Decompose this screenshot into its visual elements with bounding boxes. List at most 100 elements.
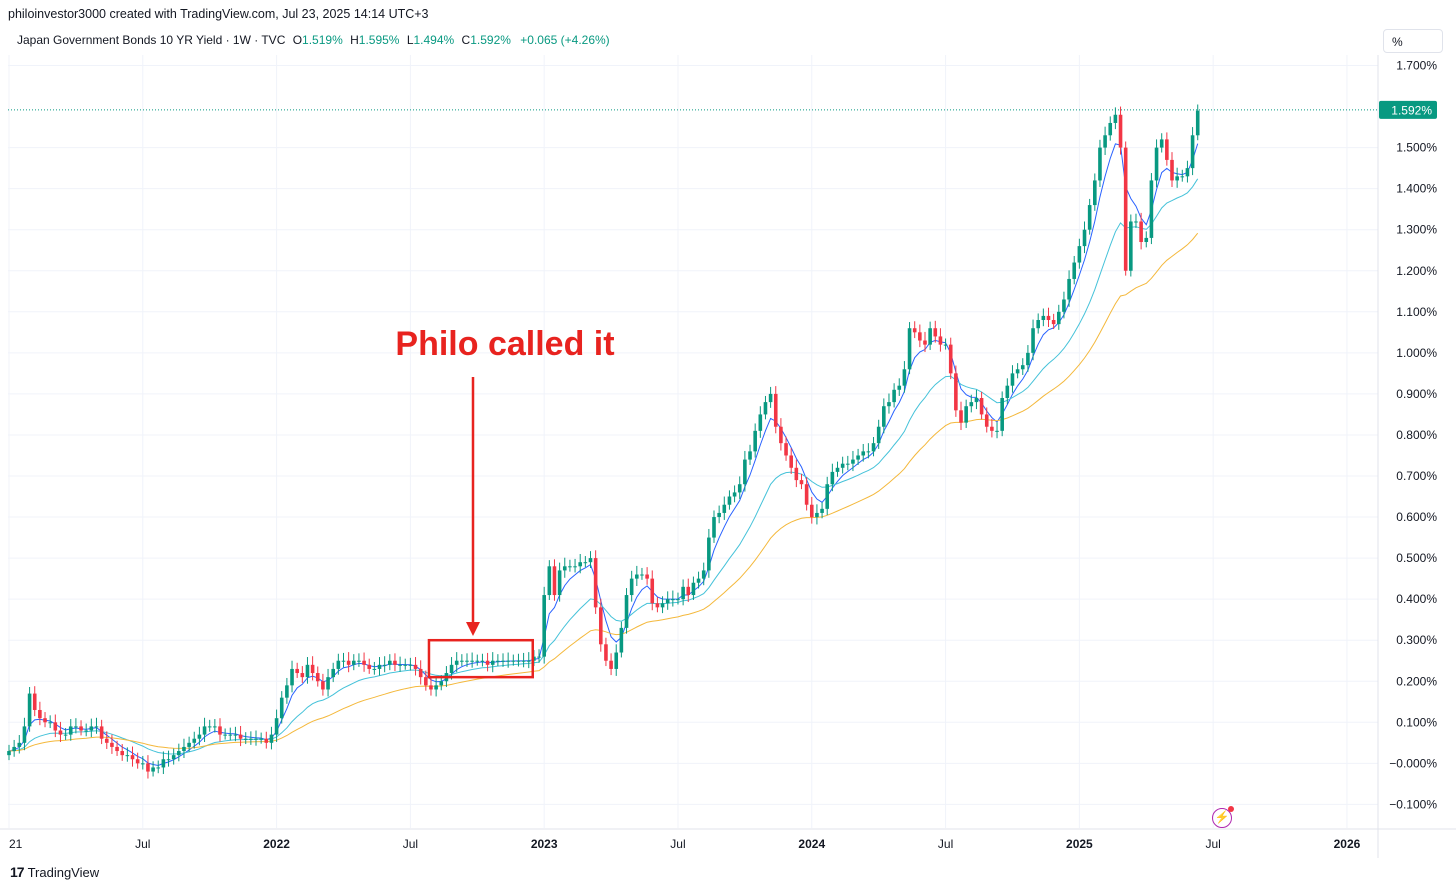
candle-body (768, 393, 773, 403)
candle-body (238, 734, 243, 739)
candle-body (820, 508, 824, 513)
candle-body (22, 726, 27, 743)
candle-body (737, 484, 742, 493)
candle-body (717, 512, 721, 518)
candle-body (1005, 385, 1010, 399)
candle-body (1020, 365, 1025, 370)
candle-body (53, 722, 58, 731)
x-tick-label: 2022 (263, 837, 290, 851)
candle-body (151, 767, 155, 772)
tradingview-logo[interactable]: 17 TradingView (10, 864, 99, 880)
x-tick-label: 2024 (798, 837, 825, 851)
candle-body (789, 455, 793, 468)
candle-body (130, 755, 135, 760)
candle-body (1103, 135, 1107, 148)
candle-body (1046, 315, 1051, 321)
candle-body (537, 656, 541, 658)
candle-body (1175, 176, 1179, 181)
candle-body (804, 484, 809, 505)
candle-body (403, 664, 408, 666)
candle-body (94, 726, 99, 728)
y-tick-label: 0.600% (1396, 510, 1437, 524)
candle-body (326, 677, 330, 690)
candle-body (624, 595, 629, 628)
candle-body (1144, 237, 1149, 243)
x-tick-label: 21 (9, 837, 23, 851)
y-tick-label: 0.900% (1396, 387, 1437, 401)
close-value: 1.592% (470, 33, 511, 47)
candle-body (1185, 168, 1190, 177)
candle-body (598, 607, 603, 645)
candle-body (604, 644, 608, 661)
y-tick-label: −0.100% (1389, 797, 1437, 811)
candle-body (393, 660, 397, 665)
candle-body (562, 566, 567, 571)
candle-body (681, 586, 685, 600)
candle-body (382, 664, 387, 666)
candle-body (223, 734, 227, 736)
candle-body (815, 512, 819, 518)
candle-body (228, 734, 233, 736)
candle-body (1067, 278, 1071, 300)
candle-body (1072, 262, 1077, 279)
y-tick-label: 0.200% (1396, 674, 1437, 688)
candle-body (635, 574, 639, 579)
candle-body (161, 759, 166, 768)
candle-body (341, 660, 346, 662)
candle-body (89, 726, 94, 731)
symbol-name[interactable]: Japan Government Bonds 10 YR Yield · 1W … (17, 33, 286, 47)
candle-body (377, 664, 382, 669)
candle-body (84, 730, 88, 732)
candle-body (1026, 352, 1030, 366)
candle-body (264, 738, 269, 743)
candle-body (840, 463, 845, 468)
candle-body (655, 603, 660, 608)
candle-body (964, 406, 968, 423)
candle-body (851, 459, 855, 464)
candle-body (748, 451, 752, 460)
candle-body (578, 562, 583, 567)
candle-body (454, 660, 459, 665)
candle-body (614, 652, 619, 669)
candle-body (63, 734, 68, 736)
candle-body (1118, 114, 1123, 148)
percent-scale-button[interactable]: % (1383, 29, 1443, 53)
candle-body (310, 664, 315, 674)
candle-body (1041, 315, 1046, 321)
candle-body (58, 730, 63, 735)
candle-body (1051, 320, 1056, 325)
annotation-layer: Philo called it (395, 325, 615, 679)
candle-body (38, 709, 42, 719)
candle-body (470, 660, 474, 662)
candle-body (1036, 320, 1040, 329)
candle-body (650, 578, 655, 604)
candle-body (809, 504, 814, 518)
ma-line-ma-medium (8, 178, 1199, 755)
candle-body (758, 414, 763, 431)
lightning-icon[interactable]: ⚡ (1212, 806, 1234, 828)
candle-body (794, 467, 799, 481)
candle-body (1154, 147, 1159, 181)
candle-body (110, 742, 114, 747)
candle-body (398, 664, 402, 666)
candle-body (583, 562, 588, 564)
candle-body (948, 344, 953, 374)
candle-body (99, 726, 104, 739)
candle-body (511, 660, 516, 662)
candle-body (171, 755, 176, 760)
candle-body (259, 738, 263, 740)
candle-body (609, 660, 613, 669)
candle-body (249, 738, 253, 740)
candle-body (1000, 398, 1004, 431)
candle-body (197, 734, 202, 739)
candle-body (1149, 180, 1154, 238)
candle-body (959, 410, 963, 423)
candle-body (521, 660, 526, 662)
candle-body (907, 328, 912, 370)
y-tick-label: 0.400% (1396, 592, 1437, 606)
annotation-text: Philo called it (395, 325, 614, 363)
y-tick-label: 1.700% (1396, 59, 1437, 73)
candle-body (243, 738, 248, 740)
candle-body (166, 759, 171, 761)
